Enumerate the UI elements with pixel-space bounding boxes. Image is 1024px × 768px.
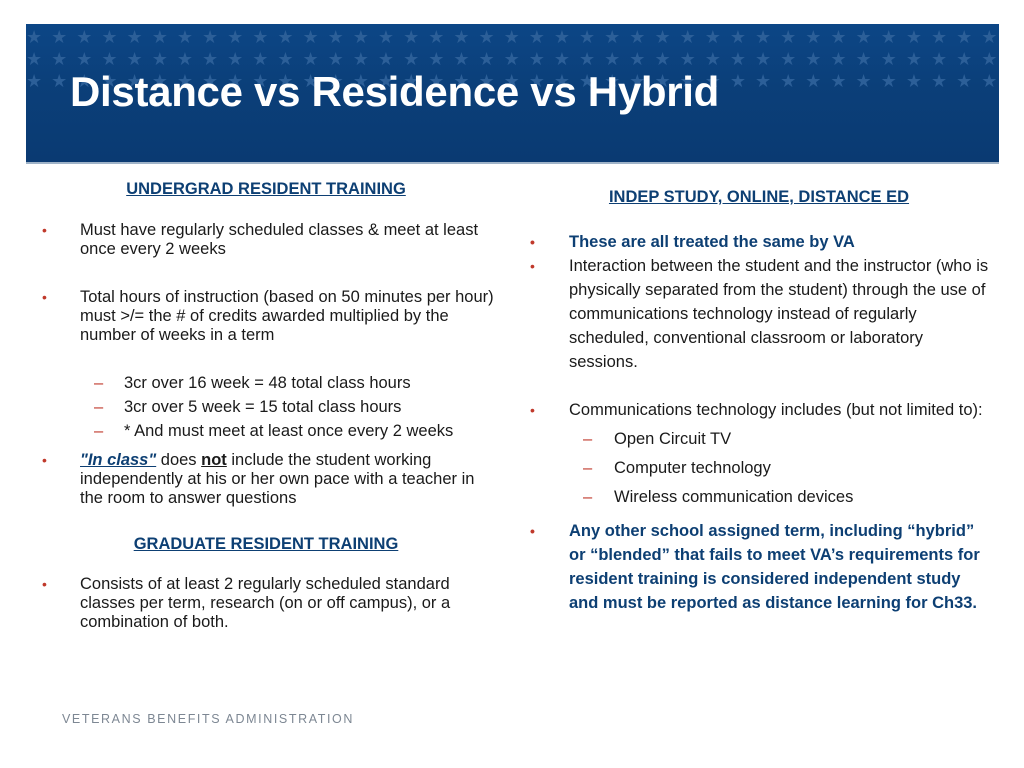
footer-label: VETERANS BENEFITS ADMINISTRATION [62,712,354,726]
not-emphasis: not [201,451,227,469]
undergrad-list: Must have regularly scheduled classes & … [36,221,496,345]
banner-divider [26,162,999,164]
right-column: INDEP STUDY, ONLINE, DISTANCE ED These a… [524,185,994,615]
list-item: Interaction between the student and the … [524,254,994,374]
list-item: These are all treated the same by VA [524,230,994,254]
sub-item: 3cr over 5 week = 15 total class hours [80,398,496,417]
star-pattern: ★ ★ ★ ★ ★ ★ ★ ★ ★ ★ ★ ★ ★ ★ ★ ★ ★ ★ ★ ★ … [26,27,999,91]
credit-hours-sublist: 3cr over 16 week = 48 total class hours … [36,374,496,441]
hybrid-note-list: Any other school assigned term, includin… [524,519,994,615]
list-item: Total hours of instruction (based on 50 … [36,288,496,345]
communications-sublist: Open Circuit TV Computer technology Wire… [524,427,994,509]
text-fragment: include the student working independentl… [80,451,475,507]
distance-ed-list: These are all treated the same by VA Int… [524,230,994,422]
graduate-list: Consists of at least 2 regularly schedul… [36,575,496,632]
title-banner: ★ ★ ★ ★ ★ ★ ★ ★ ★ ★ ★ ★ ★ ★ ★ ★ ★ ★ ★ ★ … [26,24,999,162]
sub-item: Wireless communication devices [569,485,994,509]
in-class-list: "In class" does not include the student … [36,451,496,508]
left-column: UNDERGRAD RESIDENT TRAINING Must have re… [36,180,496,632]
distance-ed-heading: INDEP STUDY, ONLINE, DISTANCE ED [608,188,910,206]
sub-item: Computer technology [569,456,994,480]
list-item: Communications technology includes (but … [524,398,994,422]
list-item: Must have regularly scheduled classes & … [36,221,496,259]
list-item: Consists of at least 2 regularly schedul… [36,575,496,632]
slide-title: Distance vs Residence vs Hybrid [70,68,720,115]
list-item: "In class" does not include the student … [36,451,496,508]
graduate-heading: GRADUATE RESIDENT TRAINING [133,535,399,553]
list-item: Any other school assigned term, includin… [524,519,994,615]
text-fragment: does [156,451,202,469]
sub-item: 3cr over 16 week = 48 total class hours [80,374,496,393]
sub-item: * And must meet at least once every 2 we… [80,422,496,441]
undergrad-heading: UNDERGRAD RESIDENT TRAINING [126,180,406,198]
in-class-term: "In class" [80,451,157,469]
sub-item: Open Circuit TV [569,427,994,451]
